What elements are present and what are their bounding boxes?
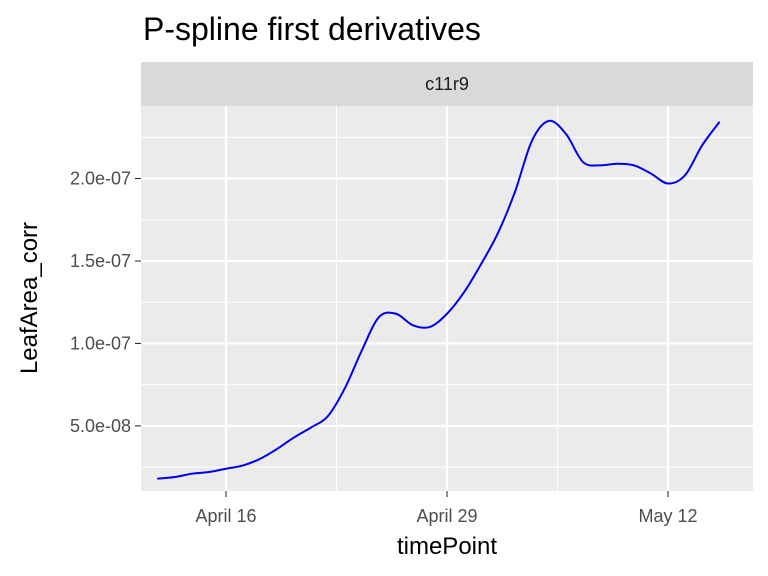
x-tick-label: May 12 <box>638 506 697 526</box>
x-axis: April 16 April 29 May 12 <box>195 491 698 526</box>
y-axis: 5.0e-08 1.0e-07 1.5e-07 2.0e-07 <box>70 169 141 436</box>
y-tick-label: 1.0e-07 <box>70 333 131 353</box>
y-tick-label: 5.0e-08 <box>70 416 131 436</box>
x-axis-title: timePoint <box>397 533 497 560</box>
x-tick-label: April 16 <box>195 506 256 526</box>
chart-title: P-spline first derivatives <box>143 11 481 47</box>
y-axis-title: LeafArea_corr <box>16 222 43 374</box>
major-gridlines <box>141 106 753 491</box>
y-tick-label: 1.5e-07 <box>70 251 131 271</box>
series-line <box>157 119 720 480</box>
x-tick-label: April 29 <box>416 506 477 526</box>
facet-strip-label: c11r9 <box>425 74 469 94</box>
facet-strip <box>141 62 753 106</box>
data-layer <box>157 119 720 480</box>
y-tick-label: 2.0e-07 <box>70 169 131 189</box>
